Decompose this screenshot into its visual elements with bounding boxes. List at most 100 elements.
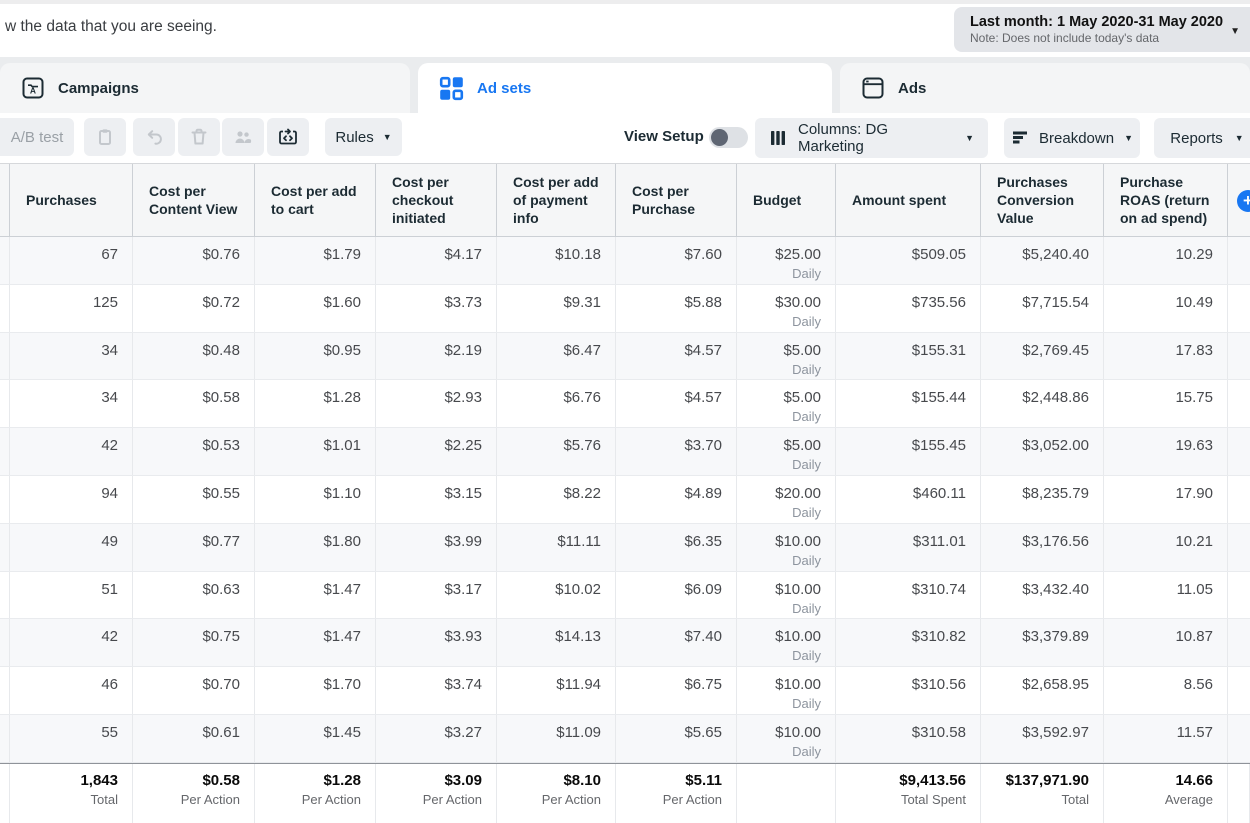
cell-budget[interactable]: $30.00 Daily [737,284,836,332]
cell-cost-per-purchase: $7.40 [616,619,737,667]
cell-cost-per-checkout-initiated: $3.15 [376,475,497,523]
column-header-cost-per-checkout-initiated[interactable]: Cost per checkout initiated [376,164,497,236]
cell-value: $7,715.54 [1022,293,1089,311]
cell-value: $0.76 [202,246,240,263]
audience-button[interactable] [222,118,264,156]
cell-value: $6.76 [563,389,601,407]
add-column-button[interactable]: + [1237,190,1250,212]
cell-cost-per-checkout-initiated: $2.19 [376,332,497,380]
cell-budget[interactable]: $10.00 Daily [737,667,836,714]
cell-cost-per-add-of-payment-info: $5.76 [497,428,616,475]
columns-button[interactable]: Columns: DG Marketing ▼ [755,118,988,158]
cell-value: $11.09 [556,723,601,741]
table-totals-row: 1,843 Total $0.58 Per Action $1.28 Per Action… [0,762,1250,823]
column-header-purchase-roas[interactable]: Purchase ROAS (return on ad spend) [1104,164,1228,236]
column-header-purchases[interactable]: Purchases [10,164,133,236]
table-row[interactable]: 34 $0.48 $0.95 $2.19 $6.47 $4.57 $5.00 Daily $15… [0,332,1250,381]
cell-cost-per-checkout-initiated: $3.27 [376,714,497,762]
table-row[interactable]: 42 $0.53 $1.01 $2.25 $5.76 $3.70 $5.00 Daily $15… [0,428,1250,476]
cell-budget[interactable]: $10.00 Daily [737,523,836,571]
table-row[interactable]: 94 $0.55 $1.10 $3.15 $8.22 $4.89 $20.00 Daily $4… [0,475,1250,524]
cell-budget[interactable]: $10.00 Daily [737,714,836,762]
table-row[interactable]: 42 $0.75 $1.47 $3.93 $14.13 $7.40 $10.00 Daily $… [0,619,1250,668]
tab-ad-sets[interactable]: Ad sets [418,63,832,113]
rules-button[interactable]: Rules ▼ [325,118,402,156]
cell-cost-per-add-to-cart: $1.01 [255,428,376,475]
column-header-budget[interactable]: Budget [737,164,836,236]
breakdown-button[interactable]: Breakdown ▼ [1004,118,1140,158]
view-setup-toggle[interactable] [709,127,748,148]
cell-value: $310.82 [911,628,966,646]
reports-button[interactable]: Reports ▼ [1154,118,1250,158]
table-row[interactable]: 67 $0.76 $1.79 $4.17 $10.18 $7.60 $25.00 Daily $… [0,237,1250,285]
table-row[interactable]: 46 $0.70 $1.70 $3.74 $11.94 $6.75 $10.00 Daily $… [0,667,1250,715]
cell-amount-spent: $460.11 [836,475,981,523]
cell-purchase-roas: 10.49 [1104,284,1228,332]
cell-purchase-roas: 17.83 [1104,332,1228,380]
reports-label: Reports [1170,129,1223,147]
column-header-cost-per-purchase[interactable]: Cost per Purchase [616,164,737,236]
cell-cost-per-content-view: $0.48 [133,332,255,380]
column-header-cost-per-content-view[interactable]: Cost per Content View [133,164,255,236]
total-label: Per Action [301,791,361,807]
total-purchase-roas: 14.66 Average [1104,763,1228,823]
total-value: 14.66 [1175,771,1213,789]
budget-schedule-label: Daily [792,313,821,329]
cell-budget[interactable]: $10.00 Daily [737,619,836,667]
table-row[interactable]: 34 $0.58 $1.28 $2.93 $6.76 $4.57 $5.00 Daily $15… [0,380,1250,429]
table-row[interactable]: 125 $0.72 $1.60 $3.73 $9.31 $5.88 $30.00 Daily $… [0,284,1250,333]
table-row[interactable]: 51 $0.63 $1.47 $3.17 $10.02 $6.09 $10.00 Daily $… [0,571,1250,620]
cell-budget[interactable]: $5.00 Daily [737,332,836,380]
cell-budget[interactable]: $5.00 Daily [737,380,836,428]
cell-purchase-roas: 11.57 [1104,714,1228,762]
tab-ads[interactable]: Ads [840,63,1250,113]
cell-value: $311.01 [912,532,966,550]
ab-test-button[interactable]: A/B test [0,118,74,156]
cell-budget[interactable]: $20.00 Daily [737,475,836,523]
cell-amount-spent: $155.45 [836,428,981,475]
total-value: $1.28 [323,771,361,789]
table-row[interactable]: 55 $0.61 $1.45 $3.27 $11.09 $5.65 $10.00 Daily $… [0,714,1250,763]
tab-ad-sets-label: Ad sets [477,79,532,97]
row-extra-cell [1228,285,1250,332]
cell-value: $10.02 [555,580,601,598]
cell-cost-per-checkout-initiated: $3.99 [376,523,497,571]
cell-value: $310.58 [911,723,966,741]
total-label: Total [90,791,118,807]
row-stub-cell [0,332,10,380]
undo-button[interactable] [133,118,175,156]
row-extra-cell [1228,333,1250,380]
delete-button[interactable] [178,118,220,156]
row-extra-cell [1228,667,1250,714]
total-cost-per-content-view: $0.58 Per Action [133,763,255,823]
cell-budget[interactable]: $5.00 Daily [737,428,836,475]
cell-purchases-conversion-value: $8,235.79 [981,475,1104,523]
table-row[interactable]: 49 $0.77 $1.80 $3.99 $11.11 $6.35 $10.00 Daily $… [0,523,1250,572]
cell-budget[interactable]: $10.00 Daily [737,571,836,619]
column-header-cost-per-add-of-payment-info[interactable]: Cost per add of payment info [497,164,616,236]
cell-purchases: 34 [10,380,133,428]
cell-value: $155.45 [911,437,966,455]
column-header-purchases-conversion-value[interactable]: Purchases Conversion Value [981,164,1104,236]
cell-value: $2.25 [444,437,482,455]
cell-budget[interactable]: $25.00 Daily [737,237,836,284]
cell-value: $2,658.95 [1022,676,1089,694]
date-range-picker[interactable]: Last month: 1 May 2020-31 May 2020 Note:… [954,7,1250,52]
column-header-cost-per-add-to-cart[interactable]: Cost per add to cart [255,164,376,236]
row-extra-cell [1228,380,1250,427]
cell-cost-per-purchase: $6.09 [616,571,737,619]
tab-campaigns[interactable]: A Campaigns [0,63,410,113]
cell-cost-per-content-view: $0.61 [133,714,255,762]
total-label: Per Action [541,791,601,807]
cell-cost-per-content-view: $0.76 [133,237,255,284]
cell-cost-per-content-view: $0.63 [133,571,255,619]
total-purchases-conversion-value: $137,971.90 Total [981,763,1104,823]
total-budget [737,763,836,823]
cell-purchases: 94 [10,475,133,523]
column-header-amount-spent[interactable]: Amount spent [836,164,981,236]
cell-purchase-roas: 10.29 [1104,237,1228,284]
edit-button[interactable] [267,118,309,156]
duplicate-button[interactable] [84,118,126,156]
breakdown-label: Breakdown [1039,129,1115,147]
budget-schedule-label: Daily [792,648,821,664]
